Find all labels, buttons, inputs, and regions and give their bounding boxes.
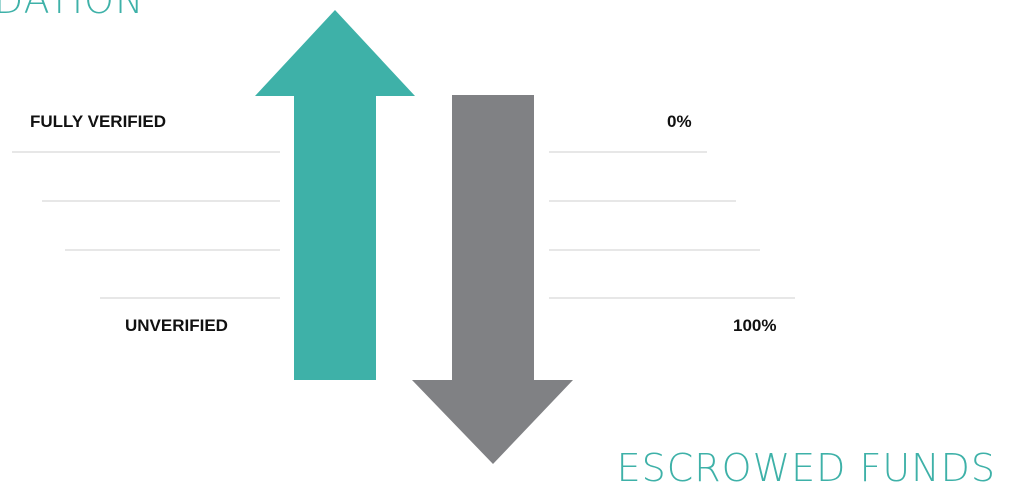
title-bottom: ESCROWED FUNDS [616, 446, 996, 490]
title-top: DATION [0, 0, 145, 22]
arrow-down-icon [412, 95, 573, 464]
label-zero-percent: 0% [667, 112, 692, 131]
left-guide-lines [12, 151, 280, 299]
label-fully-verified: FULLY VERIFIED [30, 112, 167, 131]
label-unverified: UNVERIFIED [125, 316, 228, 335]
right-guide-lines [549, 151, 795, 299]
arrow-up-icon [255, 10, 415, 380]
label-hundred-percent: 100% [733, 316, 777, 335]
